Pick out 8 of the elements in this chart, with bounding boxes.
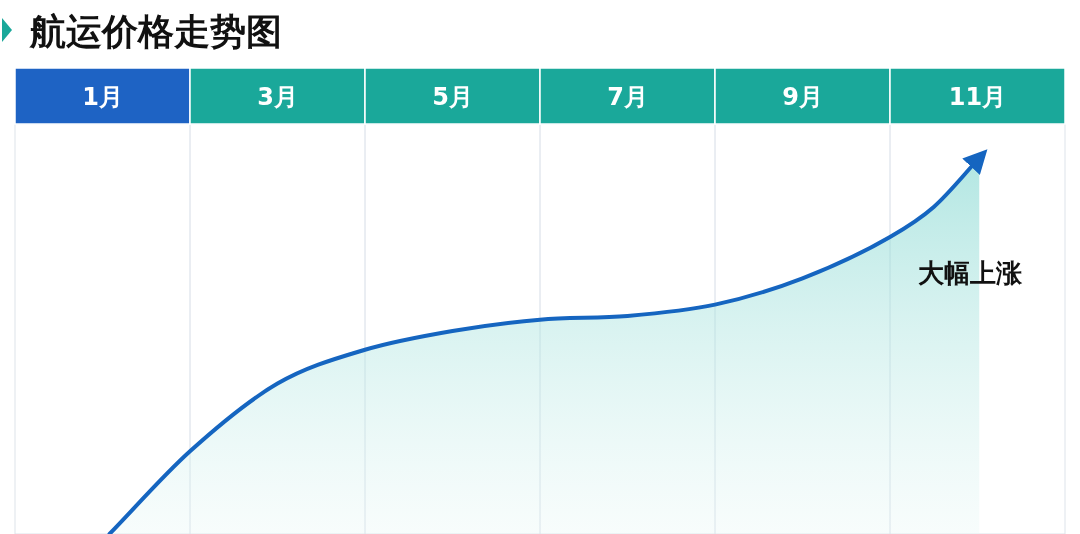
x-tick-label: 7月 [607, 83, 648, 111]
x-tick-label: 11月 [948, 83, 1007, 111]
annotation: 大幅上涨 [918, 258, 1023, 288]
x-tick-label: 9月 [782, 83, 823, 111]
x-tick-label: 1月 [82, 83, 123, 111]
x-tick-label: 3月 [257, 83, 298, 111]
x-tick-label: 5月 [432, 83, 473, 111]
chart-title: 航运价格走势图 [29, 11, 282, 52]
